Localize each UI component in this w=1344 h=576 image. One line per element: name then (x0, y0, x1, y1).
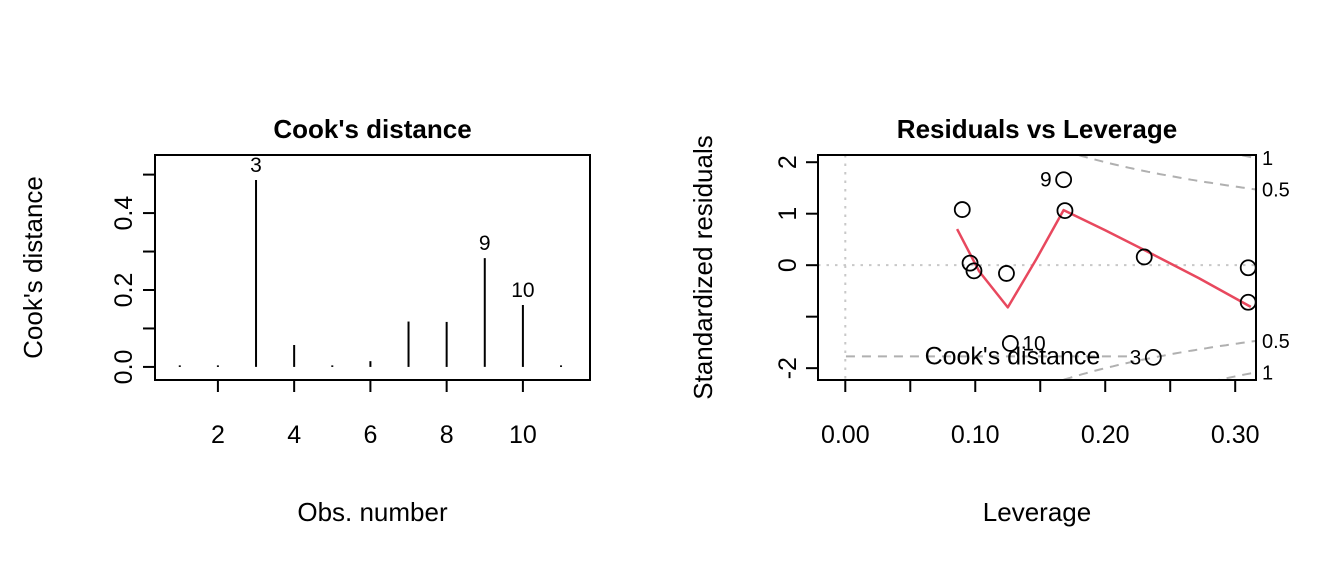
y-tick-label: 0.2 (110, 273, 138, 308)
contour-level-label: 0.5 (1262, 331, 1290, 353)
data-point (965, 262, 983, 280)
x-tick-label: 0.00 (821, 421, 870, 449)
x-tick-label: 0.10 (951, 421, 1000, 449)
observation-label: 10 (1022, 332, 1045, 355)
lowess-smooth-line (955, 208, 1252, 309)
x-tick-label: 4 (287, 421, 301, 449)
x-tick-label: 8 (440, 421, 454, 449)
data-point (1144, 348, 1162, 366)
data-point (1135, 248, 1153, 266)
y-tick-label: 2 (774, 155, 802, 169)
plot-title: Cook's distance (273, 114, 471, 144)
y-tick-label: 0.0 (110, 350, 138, 385)
cooks-contour-curve (1213, 371, 1256, 380)
data-point (1055, 171, 1073, 189)
y-tick-label: 1 (774, 207, 802, 221)
data-point (1239, 259, 1257, 277)
data-point (998, 265, 1015, 282)
contour-level-label: 1 (1262, 148, 1273, 170)
data-point (1001, 335, 1019, 352)
cooks-contour-curve (1059, 339, 1256, 380)
plot-title: Residuals vs Leverage (897, 114, 1177, 144)
y-tick-label: 0 (774, 258, 802, 272)
observation-label: 10 (511, 279, 534, 302)
plot-box (154, 154, 591, 381)
y-axis-label: Standardized residuals (688, 135, 718, 400)
x-tick-label: 0.30 (1211, 421, 1260, 449)
x-axis-label: Leverage (983, 497, 1091, 527)
y-tick-label: 0.4 (110, 196, 138, 231)
observation-label: 9 (479, 232, 491, 255)
cooks-distance-plot: 3 9 10 2 4 6 8 10 0.0 0.2 0.4 Cook's distance Obs. n… (18, 114, 591, 527)
observation-label: 3 (250, 154, 262, 177)
data-point (953, 201, 971, 218)
data-point (1056, 202, 1074, 220)
x-axis-label: Obs. number (297, 497, 448, 527)
contour-level-label: 1 (1262, 362, 1273, 384)
x-tick-label: 2 (211, 421, 225, 449)
cooks-legend-label: Cook's distance (925, 342, 1101, 370)
observation-label: 3 (1130, 346, 1142, 369)
x-tick-label: 0.20 (1081, 421, 1130, 449)
observation-label: 9 (1040, 169, 1052, 192)
data-point (961, 254, 979, 272)
y-axis-label: Cook's distance (18, 176, 48, 359)
plot-box (817, 154, 1257, 381)
cooks-contour-curve (1074, 155, 1256, 191)
y-tick-label: -2 (774, 357, 802, 379)
x-tick-label: 10 (509, 421, 537, 449)
x-tick-label: 6 (363, 421, 377, 449)
contour-level-label: 0.5 (1262, 179, 1290, 201)
